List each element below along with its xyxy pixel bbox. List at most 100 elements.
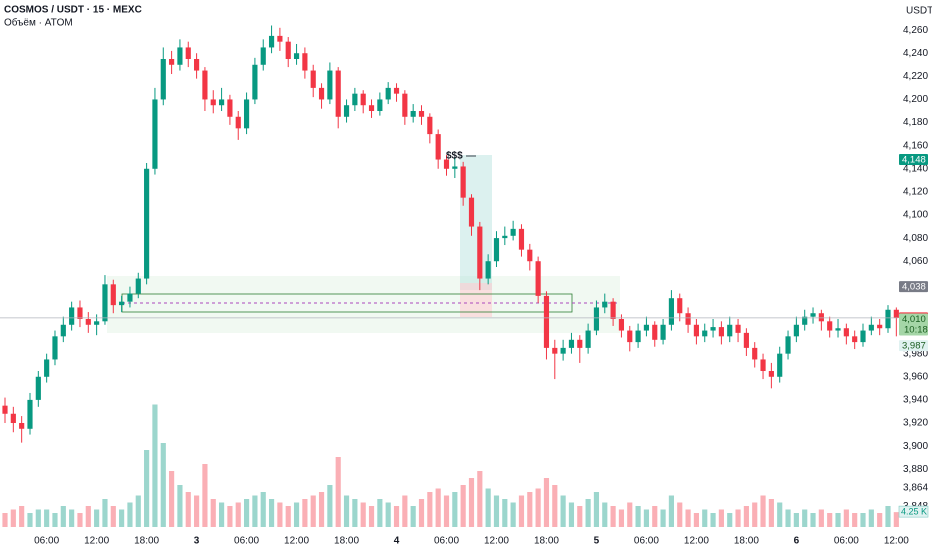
y-tick-label: 4,260 xyxy=(903,25,928,36)
candle-body xyxy=(77,307,83,319)
y-tick-label: 3,900 xyxy=(903,441,928,452)
candle-body xyxy=(119,301,125,306)
candle-body xyxy=(27,399,33,429)
candle-body xyxy=(285,41,291,59)
candle-body xyxy=(202,70,208,100)
candle-body xyxy=(127,293,133,302)
volume-bar xyxy=(252,495,258,527)
candle-body xyxy=(627,330,633,343)
candle-body xyxy=(94,321,100,325)
candle-body xyxy=(552,347,558,354)
volume-bar xyxy=(310,495,316,527)
volume-bar xyxy=(277,502,283,527)
annotation: $$$ xyxy=(446,151,463,162)
candle-body xyxy=(660,324,666,340)
volume-bar xyxy=(660,509,666,527)
volume-bar xyxy=(335,457,341,527)
candle-body xyxy=(85,319,91,325)
stop-zone xyxy=(460,283,492,317)
x-tick-label: 18:00 xyxy=(134,536,159,547)
candle-body xyxy=(643,324,650,331)
volume-bar xyxy=(19,506,25,527)
volume-bar xyxy=(527,492,533,527)
x-tick-label: 12:00 xyxy=(884,536,909,547)
candle-body xyxy=(718,327,724,337)
y-tick-label: 4,240 xyxy=(903,48,928,59)
price-label-box xyxy=(899,154,928,166)
price-label: 4,010 xyxy=(902,314,926,325)
candle-body xyxy=(169,59,175,65)
axis-unit: USDT xyxy=(906,6,932,17)
candle-body xyxy=(435,134,441,160)
volume-bar xyxy=(877,513,883,527)
candle-body xyxy=(885,309,891,329)
candle-body xyxy=(19,423,25,429)
candle-body xyxy=(477,226,483,279)
volume-bar xyxy=(760,495,766,527)
candle-body xyxy=(243,99,250,129)
candle-body xyxy=(652,324,658,340)
volume-bar xyxy=(427,492,433,527)
candle-body xyxy=(760,359,766,371)
candle-body xyxy=(343,105,350,117)
candle-body xyxy=(685,313,691,325)
candle-body xyxy=(35,376,41,400)
candle-body xyxy=(810,313,816,317)
candles xyxy=(2,25,899,527)
x-tick-label: 18:00 xyxy=(534,536,559,547)
volume-bar xyxy=(102,499,108,527)
candle-body xyxy=(268,35,275,48)
volume-bar xyxy=(135,495,141,527)
volume-bar xyxy=(227,506,233,527)
volume-bar xyxy=(785,509,791,527)
candle-body xyxy=(427,116,433,135)
candle-body xyxy=(602,301,608,308)
volume-title: Объём · ATOM xyxy=(4,17,73,29)
volume-bar xyxy=(643,509,650,527)
price-timer: 10:18 xyxy=(904,325,928,336)
volume-bar xyxy=(610,506,616,527)
volume-bar xyxy=(852,513,858,527)
candle-body xyxy=(727,324,733,337)
candle-body xyxy=(302,53,308,71)
volume-bar xyxy=(752,502,758,527)
candle-body xyxy=(69,307,75,325)
candle-body xyxy=(543,295,550,348)
y-tick-label: 3,960 xyxy=(903,371,928,382)
candle-body xyxy=(194,59,200,71)
volume-bar xyxy=(827,513,833,527)
volume-bar xyxy=(677,502,683,527)
volume-bar xyxy=(210,499,216,527)
candle-body xyxy=(2,405,8,414)
candle-body xyxy=(102,284,108,322)
volume-bar xyxy=(860,513,866,527)
candle-body xyxy=(210,99,216,106)
volume-bar xyxy=(352,499,358,527)
volume-bar xyxy=(435,488,441,527)
y-tick-label: 4,220 xyxy=(903,71,928,82)
volume-bar xyxy=(652,506,658,527)
volume-bar xyxy=(543,478,550,527)
volume-bar xyxy=(402,495,408,527)
x-tick-label: 12:00 xyxy=(84,536,109,547)
candle-body xyxy=(418,111,425,117)
volume-bar xyxy=(268,499,275,527)
y-tick-label: 3,940 xyxy=(903,395,928,406)
volume-bar xyxy=(802,509,808,527)
candle-body xyxy=(535,261,541,296)
candle-body xyxy=(60,324,66,337)
x-tick-label: 18:00 xyxy=(734,536,759,547)
price-label: 4,148 xyxy=(902,155,926,166)
volume-bar xyxy=(94,509,100,527)
y-tick-label: 3,864 xyxy=(903,482,928,493)
volume-bar xyxy=(693,513,699,527)
candle-body xyxy=(818,313,824,322)
volume-bar xyxy=(735,509,741,527)
candle-body xyxy=(352,93,358,106)
candle-body xyxy=(768,371,774,377)
candle-body xyxy=(402,93,408,117)
candle-body xyxy=(152,99,158,169)
candle-body xyxy=(110,284,116,306)
volume-bar xyxy=(393,506,400,527)
candle-body xyxy=(560,347,566,354)
